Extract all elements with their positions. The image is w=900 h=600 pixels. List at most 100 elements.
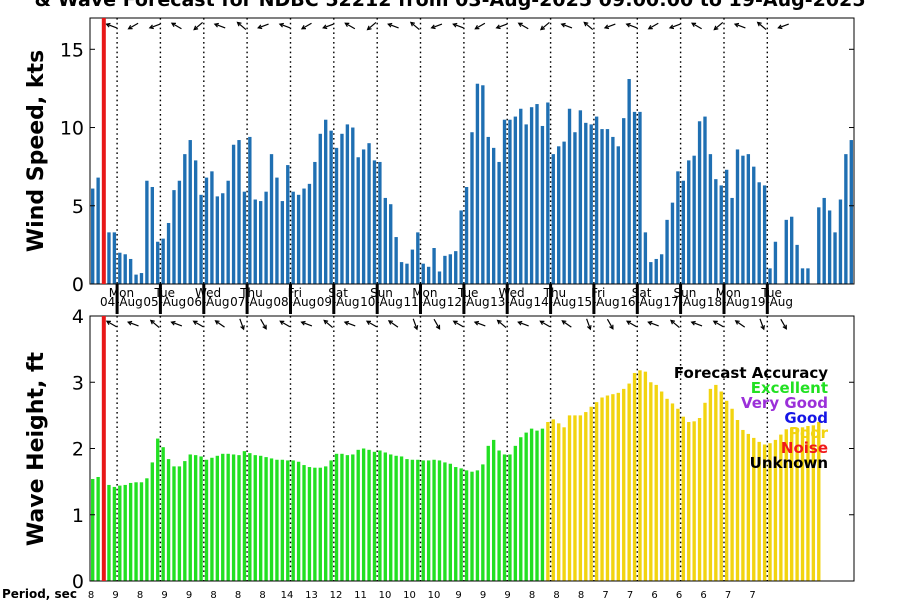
now-line-top [101,18,106,284]
wave-bar [724,400,729,581]
wind-bar [193,160,198,284]
wind-bar [687,160,691,284]
direction-arrow [106,23,118,29]
day-date: 12-Aug [447,295,490,309]
wind-bar [513,116,518,284]
wind-bar [248,136,252,284]
wind-bar [237,140,241,284]
period-value: 6 [700,590,706,600]
day-date: 13-Aug [490,295,533,309]
direction-arrow [171,22,182,30]
wind-bar [156,241,160,284]
wind-bar [654,258,658,284]
wave-bar [611,394,615,581]
wave-bar [714,384,718,581]
wave-bar [334,453,339,581]
wave-bar [172,466,176,581]
wave-bar [410,459,415,581]
wind-bar [399,262,404,284]
wave-bar [600,397,604,581]
direction-arrow-head [713,25,719,31]
direction-arrow-head [495,24,501,30]
direction-arrow [759,318,765,330]
wave-bar [345,455,350,582]
direction-arrow-head [782,324,787,330]
wave-bar [735,420,740,581]
wave-bar [340,453,344,581]
wave-bar [508,454,512,581]
day-separator [332,284,336,314]
direction-arrow [583,22,594,30]
day-name: Mon [109,286,134,300]
direction-arrow [648,321,659,327]
day-name: Sat [632,286,652,300]
wave-bar [302,465,306,581]
direction-arrow [323,320,334,328]
wave-bar [237,455,241,582]
wind-bar [665,219,669,284]
direction-arrow [412,318,418,330]
direction-arrow-head [690,320,696,326]
wave-bar [638,370,642,581]
wave-bar [389,454,393,581]
wave-bar [475,470,480,581]
wind-bar [145,180,149,284]
direction-arrow-head [236,21,242,27]
legend-item: Good [784,409,828,427]
direction-arrow [540,22,550,30]
wave-tick-label: 2 [72,439,84,461]
direction-arrow [106,320,117,328]
wind-bar [356,157,360,284]
direction-arrow-head [452,22,458,28]
day-date: 16-Aug [620,295,663,309]
direction-arrow [280,320,291,328]
period-value: 8 [259,590,265,600]
wind-tick-label: 5 [72,196,84,218]
wind-bar [540,125,545,285]
wind-bar [389,204,393,284]
wind-bar [378,161,382,284]
wave-bar [567,415,572,582]
wind-bar [204,177,209,284]
wave-bar [372,451,377,581]
wave-bar [730,408,734,581]
period-value: 8 [88,590,94,600]
wind-bar [502,119,507,285]
direction-arrow [388,320,399,328]
direction-arrow-head [560,22,566,28]
wave-bar [557,423,561,581]
direction-arrow [193,22,203,30]
wave-bar [703,402,707,581]
wind-bar [600,129,604,284]
wave-bar [779,434,783,581]
wave-bar [519,437,523,581]
wave-bar [166,459,171,581]
direction-arrow-head [262,324,267,330]
wind-bar [188,140,192,284]
period-value: 7 [749,590,755,600]
direction-arrow-head [734,320,740,325]
wave-bar [378,450,382,581]
direction-arrow [604,23,616,29]
day-name: Tue [154,286,176,300]
wave-bar [616,392,620,581]
wind-bar [340,133,344,284]
wind-bar [735,149,740,284]
wave-y-ticks: 0 1 2 3 4 [72,306,854,593]
wind-bar [161,238,165,284]
direction-arrow-head [105,320,111,325]
wind-bar [529,107,534,284]
day-separator [592,284,596,314]
direction-arrow-head [647,25,653,30]
day-separator [245,284,249,314]
wave-bar [399,456,404,581]
direction-arrow-head [473,320,480,326]
direction-arrow-head [193,25,199,31]
direction-arrow-head [214,320,220,325]
wave-bar [627,383,631,581]
legend-title: Forecast Accuracy [674,364,828,382]
direction-arrow [410,22,420,30]
wave-bars [91,370,821,582]
now-line-bottom [101,316,106,581]
day-date: 04-Aug [100,295,143,309]
